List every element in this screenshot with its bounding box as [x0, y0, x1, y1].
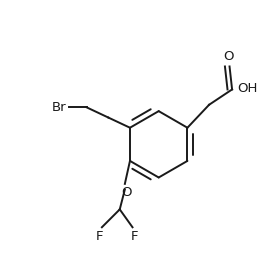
Text: F: F	[96, 230, 104, 243]
Text: O: O	[121, 187, 131, 199]
Text: OH: OH	[237, 82, 258, 95]
Text: F: F	[131, 230, 138, 243]
Text: Br: Br	[52, 101, 67, 114]
Text: O: O	[223, 50, 233, 63]
